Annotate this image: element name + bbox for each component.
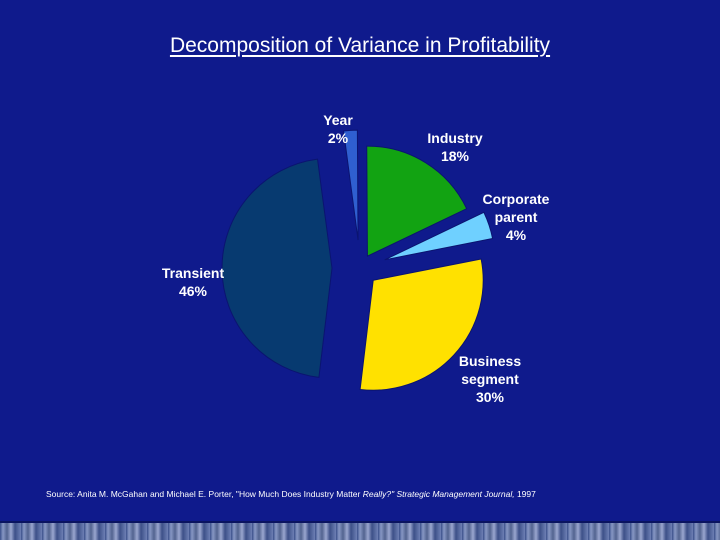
pie-label-line: 4% (506, 227, 527, 243)
pie-label-transient: Transient 46% (162, 265, 225, 299)
source-italic-text: Really?" Strategic Management Journal, (362, 489, 515, 499)
pie-slice-year (343, 129, 359, 241)
pie-label-line: Industry (427, 130, 482, 146)
pie-label-line: 46% (179, 283, 208, 299)
source-year: 1997 (514, 489, 536, 499)
pie-label-line: parent (495, 209, 538, 225)
pie-label-line: Transient (162, 265, 225, 281)
pie-label-line: 2% (328, 130, 349, 146)
pie-label-business-segment: Business segment 30% (459, 353, 521, 405)
source-citation: Source: Anita M. McGahan and Michael E. … (46, 489, 706, 499)
pie-label-corporate-parent: Corporate parent 4% (483, 191, 550, 243)
pie-slices (221, 129, 494, 391)
chart-title: Decomposition of Variance in Profitabili… (169, 34, 551, 57)
pie-slice-industry (366, 145, 468, 257)
pie-label-year: Year 2% (323, 112, 353, 146)
pie-label-line: segment (461, 371, 519, 387)
pie-label-line: Corporate (483, 191, 550, 207)
pie-label-industry: Industry 18% (427, 130, 482, 164)
pie-labels: Year 2% Industry 18% Corporate parent 4% Busine… (162, 112, 550, 405)
pie-label-line: Year (323, 112, 353, 128)
pie-label-line: 18% (441, 148, 470, 164)
pie-label-line: Business (459, 353, 521, 369)
pie-slice-corporate-parent (384, 211, 494, 261)
pie-slice-transient (221, 158, 333, 378)
footer-divider (0, 521, 720, 523)
pie-slice-business-segment (359, 258, 484, 391)
source-text: Source: Anita M. McGahan and Michael E. … (46, 489, 363, 499)
pie-label-line: 30% (476, 389, 505, 405)
footer-band (0, 523, 720, 540)
